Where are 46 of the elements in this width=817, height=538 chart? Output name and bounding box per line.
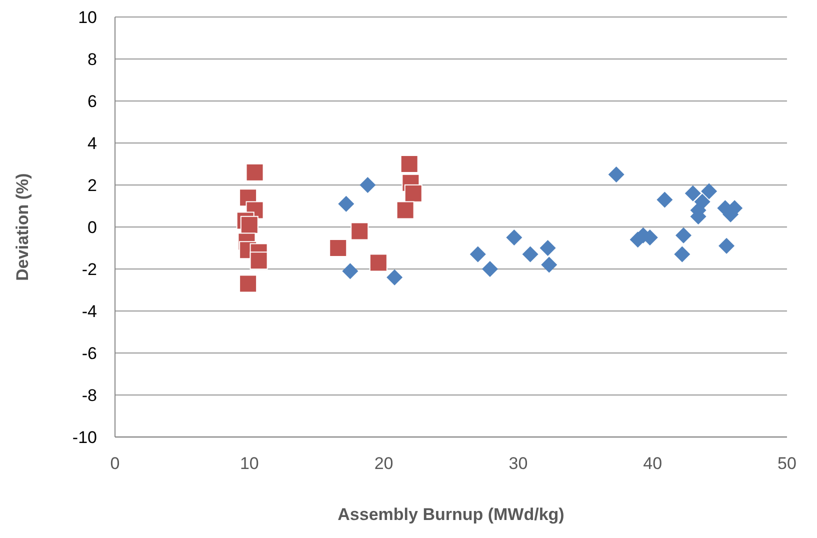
y-tick-label: 2 <box>88 176 97 196</box>
x-axis-title: Assembly Burnup (MWd/kg) <box>338 505 564 524</box>
point <box>470 246 486 262</box>
point <box>608 166 624 182</box>
y-tick-label: -10 <box>72 428 97 448</box>
point <box>674 246 690 262</box>
y-tick-label: 4 <box>88 134 97 154</box>
x-tick-label: 0 <box>110 454 120 474</box>
y-tick-label: -2 <box>82 260 97 280</box>
y-tick-label: -8 <box>82 386 97 406</box>
point <box>250 252 268 270</box>
point <box>396 201 414 220</box>
point <box>522 246 538 262</box>
x-tick-label: 30 <box>508 454 528 474</box>
point <box>404 184 422 202</box>
y-tick-label: 0 <box>88 218 97 238</box>
point <box>246 163 264 182</box>
y-tick-label: 6 <box>88 92 97 112</box>
point <box>684 185 701 202</box>
point <box>360 177 376 193</box>
point <box>541 256 558 273</box>
y-tick-label: -6 <box>82 344 97 364</box>
x-tick-label: 40 <box>643 454 662 474</box>
point <box>350 222 369 240</box>
y-tick-label: -4 <box>82 302 97 322</box>
point <box>342 263 358 280</box>
point <box>400 155 418 173</box>
point <box>540 240 556 256</box>
point <box>482 261 498 277</box>
y-tick-label: 8 <box>88 50 97 70</box>
y-tick-label: 10 <box>78 8 97 28</box>
point <box>701 183 718 200</box>
y-axis-title: Deviation (%) <box>13 173 32 281</box>
point <box>329 239 348 257</box>
x-tick-label: 20 <box>374 454 394 474</box>
point <box>506 230 522 246</box>
x-tick-label: 50 <box>778 454 796 474</box>
point <box>676 227 692 244</box>
point <box>386 269 403 286</box>
x-tick-label: 10 <box>240 454 259 474</box>
point <box>240 216 258 234</box>
point <box>239 274 258 293</box>
point <box>338 196 354 212</box>
point <box>656 192 673 208</box>
point <box>718 238 735 254</box>
point <box>369 254 388 272</box>
